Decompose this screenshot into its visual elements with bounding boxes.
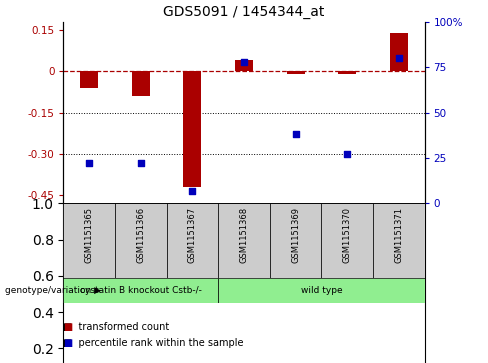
Point xyxy=(85,160,93,166)
Bar xyxy=(390,33,408,71)
Point xyxy=(188,188,196,193)
Bar xyxy=(115,203,166,278)
Text: ■  percentile rank within the sample: ■ percentile rank within the sample xyxy=(63,338,244,348)
Text: GSM1151368: GSM1151368 xyxy=(240,207,248,263)
Point xyxy=(137,160,145,166)
Text: cystatin B knockout Cstb-/-: cystatin B knockout Cstb-/- xyxy=(80,286,202,295)
Bar xyxy=(218,278,425,303)
Text: ■: ■ xyxy=(63,338,73,348)
Text: ■: ■ xyxy=(63,322,73,332)
Bar xyxy=(373,203,425,278)
Text: GSM1151367: GSM1151367 xyxy=(188,207,197,263)
Bar xyxy=(183,71,202,187)
Point xyxy=(395,55,403,61)
Text: wild type: wild type xyxy=(301,286,342,295)
Bar xyxy=(166,203,218,278)
Text: GSM1151369: GSM1151369 xyxy=(291,207,300,263)
Bar xyxy=(218,203,270,278)
Bar xyxy=(338,71,356,74)
Bar xyxy=(286,71,305,74)
Bar xyxy=(235,60,253,71)
Point xyxy=(292,131,300,137)
Text: ■  transformed count: ■ transformed count xyxy=(63,322,170,332)
Point xyxy=(240,59,248,65)
Point xyxy=(343,151,351,157)
Bar xyxy=(270,203,322,278)
Bar xyxy=(63,203,115,278)
Text: genotype/variation ▶: genotype/variation ▶ xyxy=(5,286,101,295)
Bar xyxy=(80,71,98,88)
Bar xyxy=(322,203,373,278)
Title: GDS5091 / 1454344_at: GDS5091 / 1454344_at xyxy=(163,5,325,19)
Bar xyxy=(132,71,150,96)
Text: GSM1151365: GSM1151365 xyxy=(85,207,94,263)
Text: GSM1151371: GSM1151371 xyxy=(394,207,403,263)
Text: GSM1151366: GSM1151366 xyxy=(136,207,145,263)
Text: GSM1151370: GSM1151370 xyxy=(343,207,352,263)
Bar xyxy=(63,278,218,303)
